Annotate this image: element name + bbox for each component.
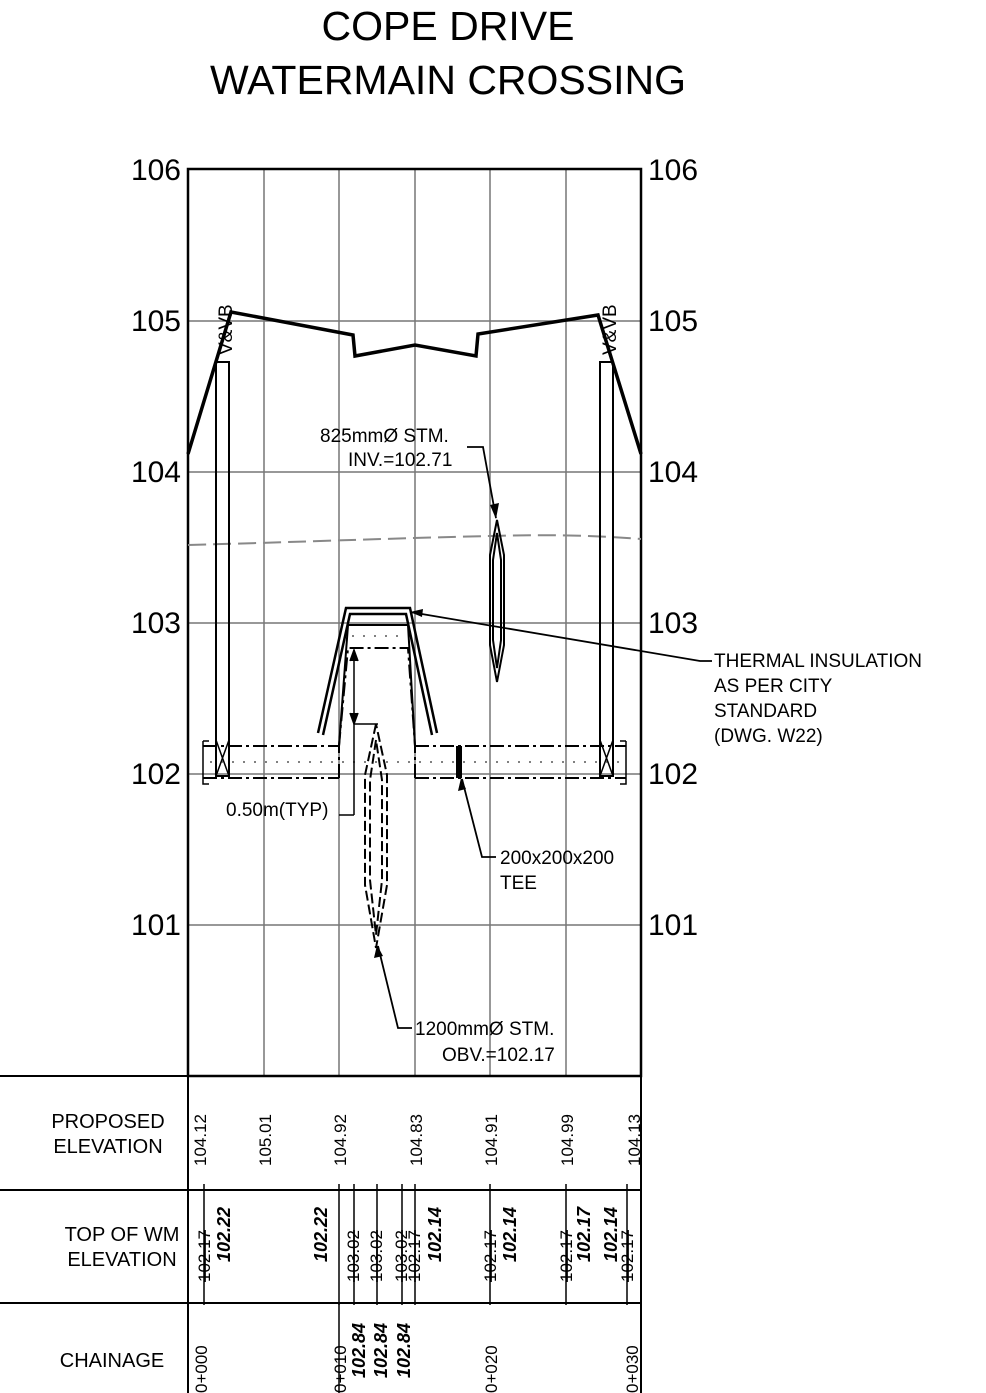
axis-label-105-left: 105 <box>131 305 181 338</box>
axis-label-102-left: 102 <box>131 758 181 791</box>
profile-grid <box>188 169 641 1076</box>
top-of-wm-existing-value: 103.02 <box>392 1230 411 1282</box>
clearance-label: 0.50m(TYP) <box>226 800 328 821</box>
top-of-wm-existing-value: 102.17 <box>557 1230 576 1282</box>
top-of-wm-existing-value: 103.02 <box>367 1230 386 1282</box>
top-of-wm-proposed-value: 102.14 <box>425 1207 445 1262</box>
top-of-wm-proposed-value: 102.22 <box>214 1207 234 1262</box>
chainage-station: 0+010 <box>331 1345 350 1393</box>
chainage-value: 102.84 <box>349 1323 369 1378</box>
proposed-elevation-label-1: PROPOSED <box>51 1111 164 1133</box>
watermain-pipe <box>202 624 627 785</box>
thermal-label-1: THERMAL INSULATION <box>714 651 922 672</box>
thermal-label-3: STANDARD <box>714 701 817 722</box>
proposed-elevation-value: 104.92 <box>331 1114 350 1166</box>
axis-label-103-left: 103 <box>131 607 181 640</box>
storm-sewer-825 <box>489 519 505 683</box>
top-of-wm-proposed-value: 102.17 <box>574 1206 594 1262</box>
proposed-elevation-label-2: ELEVATION <box>53 1136 162 1158</box>
chainage-value: 102.84 <box>394 1323 414 1378</box>
chainage-label: CHAINAGE <box>60 1350 164 1372</box>
profile-data-table <box>0 1075 642 1393</box>
storm-1200-obvert: OBV.=102.17 <box>442 1045 555 1066</box>
proposed-elevation-value: 104.13 <box>625 1114 644 1166</box>
proposed-road-profile <box>186 309 643 455</box>
axis-label-103-right: 103 <box>648 607 698 640</box>
axis-label-106-left: 106 <box>131 154 181 187</box>
storm-825-label: 825mmØ STM. <box>320 426 449 447</box>
thermal-label-2: AS PER CITY <box>714 676 833 697</box>
top-of-wm-existing-value: 102.17 <box>481 1230 500 1282</box>
top-of-wm-ticks <box>203 1184 628 1305</box>
top-of-wm-existing-value: 103.02 <box>344 1230 363 1282</box>
storm-sewer-1200 <box>364 723 388 949</box>
top-of-wm-proposed-value: 102.14 <box>500 1207 520 1262</box>
right-elevation-axis: 106 105 104 103 102 101 <box>648 154 698 942</box>
proposed-elevation-value: 104.12 <box>191 1114 210 1166</box>
top-of-wm-label-2: ELEVATION <box>67 1249 176 1271</box>
tee-fitting <box>456 746 462 778</box>
top-of-wm-existing-values: 102.17 103.02 103.02 103.02 102.17 102.1… <box>195 1230 637 1282</box>
chainage-values: 102.84 102.84 102.84 <box>349 1323 414 1378</box>
chainage-station: 0+030 <box>623 1345 642 1393</box>
axis-label-106-right: 106 <box>648 154 698 187</box>
chainage-station: 0+020 <box>482 1345 501 1393</box>
vb-label-right: V&VB <box>600 304 621 355</box>
left-elevation-axis: 106 105 104 103 102 101 <box>131 154 181 942</box>
leader-lines <box>377 446 712 1029</box>
proposed-elevation-value: 104.99 <box>558 1114 577 1166</box>
proposed-elevation-value: 104.83 <box>407 1114 426 1166</box>
title-line-2: WATERMAIN CROSSING <box>210 57 686 103</box>
thermal-insulation <box>316 606 439 736</box>
valve-box-left <box>215 361 230 777</box>
storm-1200-label: 1200mmØ STM. <box>415 1019 554 1040</box>
valve-box-right <box>599 361 614 777</box>
top-of-wm-label-1: TOP OF WM <box>65 1224 180 1246</box>
existing-ground-line <box>187 534 642 546</box>
top-of-wm-existing-value: 102.17 <box>195 1230 214 1282</box>
tee-label-2: TEE <box>500 873 537 894</box>
axis-label-101-right: 101 <box>648 909 698 942</box>
vb-label-left: V&VB <box>216 304 237 355</box>
top-of-wm-existing-value: 102.17 <box>618 1230 637 1282</box>
top-of-wm-proposed-value: 102.22 <box>311 1207 331 1262</box>
title-line-1: COPE DRIVE <box>322 3 575 49</box>
leader-arrowheads <box>374 503 499 958</box>
axis-label-105-right: 105 <box>648 305 698 338</box>
axis-label-104-right: 104 <box>648 456 698 489</box>
top-of-wm-existing-value: 102.17 <box>405 1230 424 1282</box>
chainage-value: 102.84 <box>371 1323 391 1378</box>
storm-825-invert: INV.=102.71 <box>348 450 452 471</box>
chainage-stations: 0+000 0+010 0+020 0+030 <box>192 1345 642 1393</box>
top-of-wm-proposed-values: 102.22 102.22 102.14 102.14 102.17 102.1… <box>214 1206 621 1262</box>
proposed-elevation-value: 104.91 <box>482 1114 501 1166</box>
chainage-station: 0+000 <box>192 1345 211 1393</box>
proposed-elevation-value: 105.01 <box>256 1114 275 1166</box>
clearance-dimension <box>339 647 378 816</box>
top-of-wm-proposed-value: 102.14 <box>601 1207 621 1262</box>
tee-label-1: 200x200x200 <box>500 848 614 869</box>
thermal-label-4: (DWG. W22) <box>714 726 823 747</box>
axis-label-104-left: 104 <box>131 456 181 489</box>
axis-label-102-right: 102 <box>648 758 698 791</box>
axis-label-101-left: 101 <box>131 909 181 942</box>
proposed-elevation-values: 104.12 105.01 104.92 104.83 104.91 104.9… <box>191 1114 644 1166</box>
